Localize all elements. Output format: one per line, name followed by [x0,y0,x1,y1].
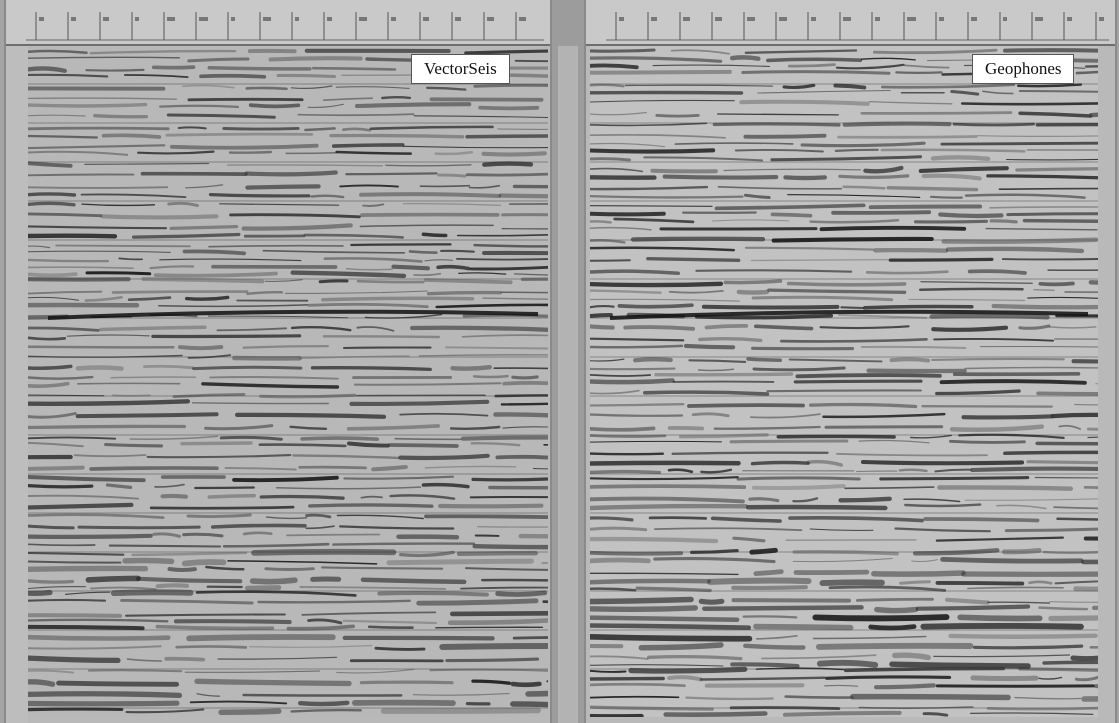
ruler-ticks-icon [606,12,1109,41]
trace-header-ruler [6,0,550,46]
vectorseis-panel: VectorSeis [4,0,552,723]
ruler-ticks-icon [26,12,544,41]
panel-label: Geophones [972,54,1075,84]
geophones-panel: Geophones [584,0,1117,723]
trace-header-ruler [586,0,1115,46]
time-axis-center [558,46,578,723]
seismic-traces [590,46,1098,717]
panel-label: VectorSeis [411,54,510,84]
time-axis [6,46,28,723]
seismic-section [28,46,548,717]
panel-divider [552,0,584,723]
seismic-traces [28,46,548,717]
seismic-section [590,46,1098,717]
